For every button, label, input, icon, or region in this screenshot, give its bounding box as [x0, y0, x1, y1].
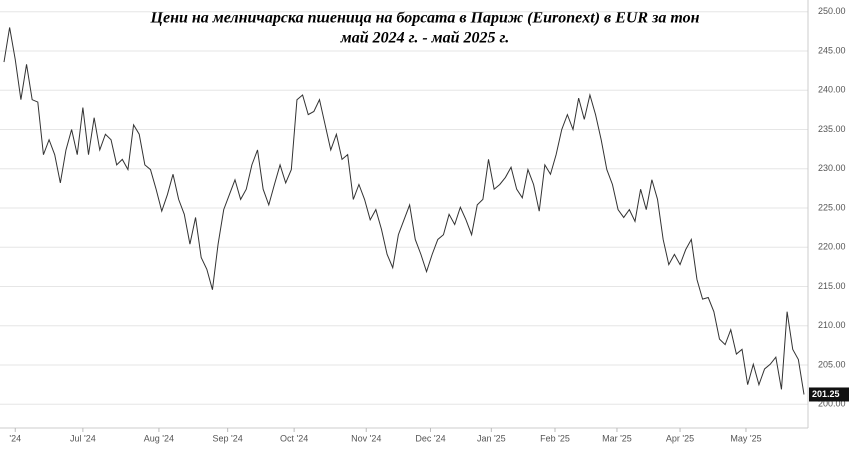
x-tick-label: Dec '24 — [415, 433, 445, 443]
chart-subtitle: май 2024 г. - май 2025 г. — [340, 30, 509, 47]
x-tick-label: Jan '25 — [477, 433, 506, 443]
price-line — [3, 27, 805, 395]
chart-title: Цени на мелничарска пшеница на борсата в… — [150, 10, 700, 27]
y-tick-label: 215.00 — [818, 281, 846, 291]
x-tick-label: Sep '24 — [213, 433, 243, 443]
y-tick-label: 225.00 — [818, 202, 846, 212]
x-tick-label: '24 — [9, 433, 21, 443]
x-tick-label: Jul '24 — [70, 433, 96, 443]
y-tick-label: 235.00 — [818, 124, 846, 134]
y-tick-label: 245.00 — [818, 45, 846, 55]
y-tick-label: 220.00 — [818, 242, 846, 252]
y-tick-label: 240.00 — [818, 85, 846, 95]
x-tick-label: Oct '24 — [280, 433, 308, 443]
y-tick-label: 205.00 — [818, 359, 846, 369]
x-tick-label: Nov '24 — [351, 433, 381, 443]
x-tick-label: Aug '24 — [144, 433, 174, 443]
x-tick-label: May '25 — [730, 433, 761, 443]
y-tick-label: 250.00 — [818, 6, 846, 16]
last-value-label: 201.25 — [812, 389, 840, 399]
x-tick-label: Feb '25 — [540, 433, 570, 443]
x-tick-label: Apr '25 — [666, 433, 694, 443]
y-tick-label: 230.00 — [818, 163, 846, 173]
x-tick-label: Mar '25 — [602, 433, 632, 443]
y-tick-label: 200.00 — [818, 399, 846, 409]
last-value-box — [809, 387, 849, 402]
y-tick-label: 210.00 — [818, 320, 846, 330]
